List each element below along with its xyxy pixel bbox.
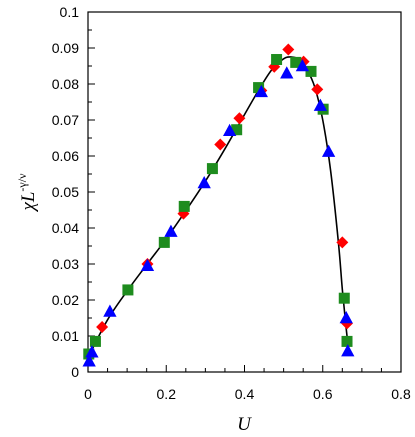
triangle-point: [197, 176, 211, 189]
data-points: [82, 43, 355, 367]
y-tick-label: 0.01: [52, 328, 79, 344]
y-tick-label: 0.06: [52, 148, 79, 164]
square-point: [271, 54, 283, 66]
triangle-point: [140, 258, 155, 272]
y-tick-label: 0.07: [52, 112, 79, 128]
series-triangle: [82, 59, 355, 367]
square-point: [178, 200, 190, 212]
axis-ticks: [87, 11, 402, 373]
square-point: [158, 236, 170, 248]
square-point: [341, 335, 353, 347]
triangle-point: [313, 98, 328, 111]
plot-frame: [87, 11, 402, 373]
diamond-point: [311, 83, 324, 96]
diamond-point: [214, 138, 227, 151]
triangle-point: [222, 123, 237, 137]
square-point: [338, 292, 350, 304]
y-tick-label: 0.03: [52, 256, 79, 272]
diamond-point: [282, 43, 295, 56]
fit-curve: [87, 56, 350, 358]
diamond-point: [233, 112, 246, 125]
series-diamond: [83, 43, 354, 362]
y-tick-label: 0: [71, 364, 79, 380]
tick-labels: 0 0.01 0.02 0.03 0.04 0.05 0.06 0.07 0.08 0.09 0.1…: [52, 4, 411, 402]
svg-text:χL-γ/ν: χL-γ/ν: [15, 173, 39, 213]
y-tick-label: 0.09: [52, 40, 79, 56]
y-axis-label: χL-γ/ν: [15, 173, 39, 213]
y-tick-label: 0.1: [60, 4, 80, 20]
y-axis-label-base: χL: [18, 192, 39, 213]
triangle-point: [321, 144, 336, 157]
square-point: [89, 335, 101, 347]
square-point: [253, 82, 265, 94]
diamond-point: [96, 321, 109, 333]
triangle-point: [339, 311, 353, 324]
triangle-point: [85, 345, 99, 358]
y-axis-label-exponent: -γ/ν: [15, 173, 29, 192]
x-tick-label: 0.8: [391, 386, 411, 402]
square-point: [122, 284, 134, 296]
square-point: [206, 163, 218, 175]
triangle-point: [164, 224, 178, 237]
y-tick-label: 0.02: [52, 292, 79, 308]
triangle-point: [82, 354, 96, 367]
y-tick-label: 0.05: [52, 184, 79, 200]
y-tick-label: 0.08: [52, 76, 79, 92]
triangle-point: [254, 84, 268, 98]
x-tick-label: 0.4: [235, 386, 255, 402]
triangle-point: [341, 344, 355, 357]
square-point: [231, 124, 243, 136]
series-square: [83, 54, 353, 360]
plot-area: [87, 11, 402, 373]
x-tick-label: 0.6: [313, 386, 333, 402]
triangle-point: [295, 59, 310, 72]
y-tick-label: 0.04: [52, 220, 79, 236]
diamond-point: [336, 236, 349, 249]
square-point: [290, 56, 302, 68]
x-tick-label: 0: [84, 386, 92, 402]
x-axis-label: U: [237, 414, 252, 435]
triangle-point: [280, 66, 294, 79]
fit-curve-layer: [87, 56, 350, 358]
square-point: [305, 65, 317, 77]
x-tick-label: 0.2: [157, 386, 177, 402]
triangle-point: [103, 304, 117, 317]
